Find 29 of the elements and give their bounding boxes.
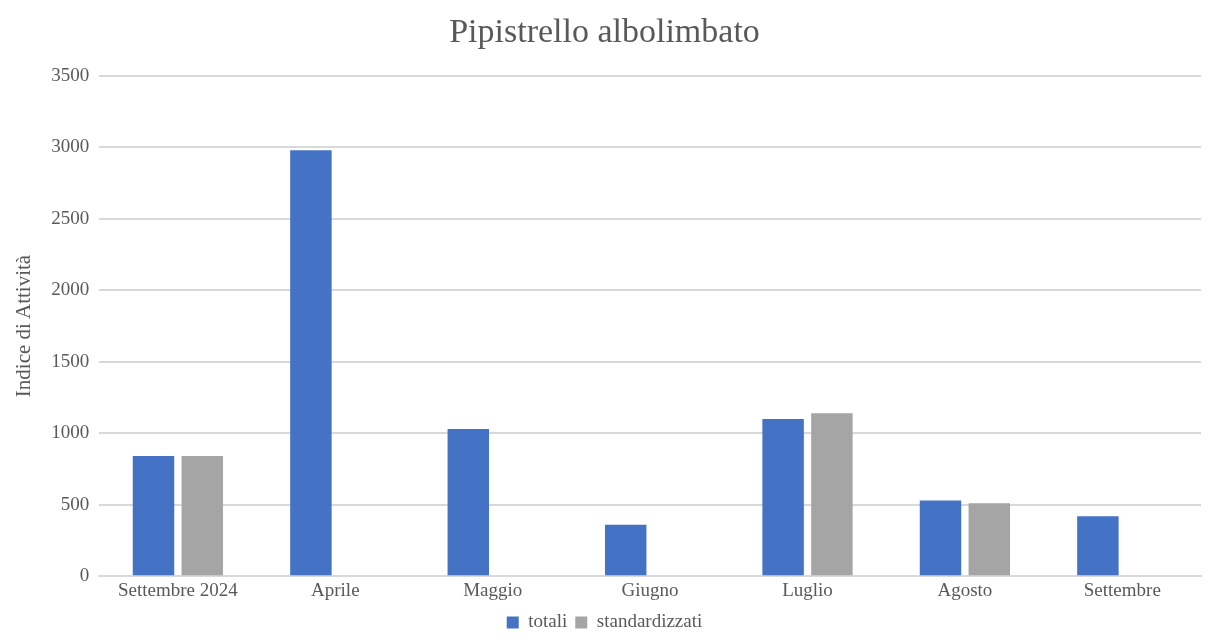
y-axis-title: Indice di Attività (11, 254, 36, 398)
y-tick-label: 2500 (51, 206, 90, 228)
y-tick-label: 1000 (51, 421, 90, 443)
bar (181, 456, 224, 576)
x-tick-label: Settembre (1083, 578, 1161, 600)
bar (1077, 516, 1119, 576)
bar (919, 500, 962, 576)
x-tick-label: Luglio (782, 578, 833, 600)
y-tick-label: 3500 (51, 63, 90, 85)
y-tick-label: 1500 (51, 349, 90, 371)
y-tick-label: 3000 (51, 135, 90, 157)
y-tick-label: 2000 (51, 278, 90, 300)
x-tick-label: Agosto (937, 578, 993, 600)
bar (604, 524, 647, 576)
x-tick-label: Aprile (311, 578, 360, 600)
y-tick-label: 500 (60, 492, 90, 514)
bar (290, 150, 332, 576)
chart-title: Pipistrello albolimbato (449, 12, 760, 50)
legend-label: totali (528, 610, 568, 632)
bar (811, 413, 853, 576)
x-tick-label: Giugno (621, 578, 679, 600)
x-tick-label: Settembre 2024 (118, 578, 239, 600)
bar (762, 418, 804, 576)
x-tick-label: Maggio (463, 578, 523, 600)
bar (447, 428, 490, 576)
bar (968, 503, 1011, 576)
y-tick-label: 0 (79, 564, 90, 586)
legend-label: standardizzati (596, 610, 703, 632)
bar (132, 456, 175, 576)
